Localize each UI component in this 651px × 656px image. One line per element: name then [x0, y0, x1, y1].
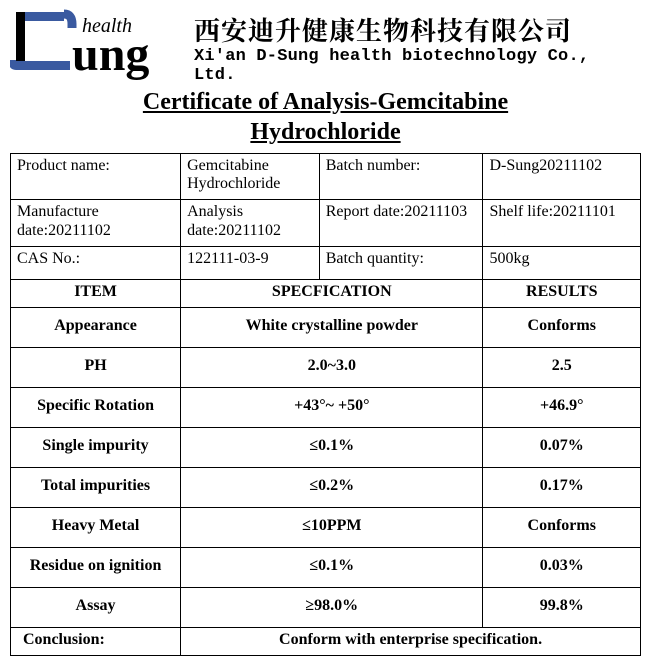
- analysis-date: Analysis date:20211102: [181, 200, 320, 247]
- item-result: Conforms: [483, 507, 641, 547]
- item-name: Specific Rotation: [11, 387, 181, 427]
- cas-no-value: 122111-03-9: [181, 247, 320, 280]
- spec-row: Single impurity ≤0.1% 0.07%: [11, 427, 641, 467]
- spec-row: Appearance White crystalline powder Conf…: [11, 307, 641, 347]
- info-row-3: CAS No.: 122111-03-9 Batch quantity: 500…: [11, 247, 641, 280]
- info-row-2: Manufacture date:20211102 Analysis date:…: [11, 200, 641, 247]
- spec-row: Heavy Metal ≤10PPM Conforms: [11, 507, 641, 547]
- item-spec: 2.0~3.0: [181, 347, 483, 387]
- item-spec: +43°~ +50°: [181, 387, 483, 427]
- item-spec: ≤0.1%: [181, 547, 483, 587]
- item-result: +46.9°: [483, 387, 641, 427]
- spec-row: PH 2.0~3.0 2.5: [11, 347, 641, 387]
- manufacture-date: Manufacture date:20211102: [11, 200, 181, 247]
- item-spec: ≤0.2%: [181, 467, 483, 507]
- report-date: Report date:20211103: [319, 200, 483, 247]
- certificate-page: health ung 西安迪升健康生物科技有限公司 Xi'an D-Sung h…: [0, 0, 651, 656]
- batch-qty-value: 500kg: [483, 247, 641, 280]
- shelf-life: Shelf life:20211101: [483, 200, 641, 247]
- item-result: 2.5: [483, 347, 641, 387]
- item-name: Assay: [11, 587, 181, 627]
- batch-number-value: D-Sung20211102: [483, 153, 641, 200]
- columns-header-row: ITEM SPECFICATION RESULTS: [11, 280, 641, 308]
- spec-row: Specific Rotation +43°~ +50° +46.9°: [11, 387, 641, 427]
- item-name: Appearance: [11, 307, 181, 347]
- spec-row: Residue on ignition ≤0.1% 0.03%: [11, 547, 641, 587]
- conclusion-row: Conclusion: Conform with enterprise spec…: [11, 627, 641, 655]
- certificate-table: Product name: Gemcitabine Hydrochloride …: [10, 153, 641, 656]
- product-name-label: Product name:: [11, 153, 181, 200]
- conclusion-label: Conclusion:: [11, 627, 181, 655]
- product-name-value: Gemcitabine Hydrochloride: [181, 153, 320, 200]
- item-result: 0.07%: [483, 427, 641, 467]
- item-result: 99.8%: [483, 587, 641, 627]
- item-result: 0.03%: [483, 547, 641, 587]
- conclusion-text: Conform with enterprise specification.: [181, 627, 641, 655]
- spec-row: Total impurities ≤0.2% 0.17%: [11, 467, 641, 507]
- cas-no-label: CAS No.:: [11, 247, 181, 280]
- batch-number-label: Batch number:: [319, 153, 483, 200]
- document-title: Certificate of Analysis-Gemcitabine Hydr…: [10, 87, 641, 147]
- batch-qty-label: Batch quantity:: [319, 247, 483, 280]
- col-spec: SPECFICATION: [181, 280, 483, 308]
- title-line-1: Certificate of Analysis-Gemcitabine: [143, 89, 508, 115]
- item-name: Heavy Metal: [11, 507, 181, 547]
- col-results: RESULTS: [483, 280, 641, 308]
- company-logo: health ung: [10, 8, 188, 82]
- spec-row: Assay ≥98.0% 99.8%: [11, 587, 641, 627]
- item-spec: ≤0.1%: [181, 427, 483, 467]
- title-line-2: Hydrochloride: [250, 119, 400, 145]
- item-name: PH: [11, 347, 181, 387]
- item-spec: White crystalline powder: [181, 307, 483, 347]
- logo-ung-text: ung: [72, 28, 149, 81]
- item-spec: ≥98.0%: [181, 587, 483, 627]
- company-name-block: 西安迪升健康生物科技有限公司 Xi'an D-Sung health biote…: [194, 8, 641, 85]
- item-result: 0.17%: [483, 467, 641, 507]
- item-name: Residue on ignition: [11, 547, 181, 587]
- header: health ung 西安迪升健康生物科技有限公司 Xi'an D-Sung h…: [10, 8, 641, 85]
- company-name-en: Xi'an D-Sung health biotechnology Co., L…: [194, 47, 641, 85]
- company-name-cn: 西安迪升健康生物科技有限公司: [194, 16, 641, 45]
- item-spec: ≤10PPM: [181, 507, 483, 547]
- item-name: Total impurities: [11, 467, 181, 507]
- item-name: Single impurity: [11, 427, 181, 467]
- item-result: Conforms: [483, 307, 641, 347]
- col-item: ITEM: [11, 280, 181, 308]
- info-row-1: Product name: Gemcitabine Hydrochloride …: [11, 153, 641, 200]
